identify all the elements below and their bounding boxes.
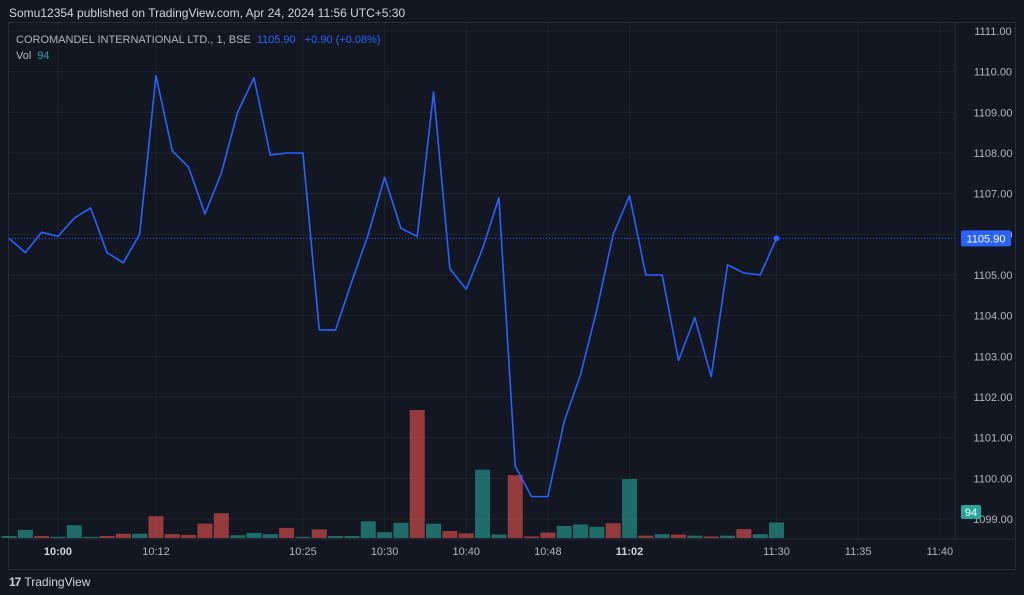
time-tick-label: 10:25 xyxy=(289,546,317,558)
volume-bar xyxy=(344,536,360,538)
volume-bar xyxy=(279,527,295,538)
volume-bar xyxy=(83,536,99,538)
price-tick-label: 1103.00 xyxy=(974,351,1013,363)
time-tick-label: 11:02 xyxy=(616,546,644,558)
volume-bar xyxy=(377,532,393,538)
volume-bar xyxy=(638,535,654,538)
volume-bars xyxy=(1,410,785,538)
volume-bar xyxy=(181,534,197,538)
volume-bar xyxy=(736,529,752,538)
volume-bar xyxy=(573,524,589,538)
time-tick-label: 10:30 xyxy=(371,546,399,558)
volume-bar xyxy=(507,475,523,538)
volume-bar xyxy=(491,534,507,538)
price-change: +0.90 (+0.08%) xyxy=(304,34,381,46)
volume-bar xyxy=(164,534,180,538)
volume-bar xyxy=(393,522,409,538)
price-tick-label: 1111.00 xyxy=(974,26,1011,38)
volume-bar xyxy=(115,533,131,538)
volume-label: Vol xyxy=(16,50,32,62)
time-tick-label: 11:35 xyxy=(845,546,872,558)
volume-bar xyxy=(752,534,768,538)
price-tick-label: 1110.00 xyxy=(974,67,1012,79)
volume-bar xyxy=(197,523,213,538)
price-tick-label: 1101.00 xyxy=(974,433,1013,445)
volume-bar xyxy=(409,410,425,538)
volume-bar xyxy=(1,536,17,538)
volume-bar xyxy=(605,523,621,538)
time-tick-label: 11:30 xyxy=(763,546,790,558)
price-tick-label: 1099.00 xyxy=(973,514,1013,526)
last-price: 1105.90 xyxy=(256,34,296,46)
volume-bar xyxy=(66,525,82,538)
time-tick-label: 11:40 xyxy=(926,546,953,558)
price-tick-label: 1100.00 xyxy=(974,473,1013,485)
price-tick-label: 1108.00 xyxy=(974,148,1013,160)
volume-bar xyxy=(328,536,344,538)
price-tick-label: 1102.00 xyxy=(974,392,1013,404)
volume-bar xyxy=(769,522,785,538)
last-price-badge-text: 1105.90 xyxy=(967,233,1006,245)
chart-legend: COROMANDEL INTERNATIONAL LTD., 1, BSE 110… xyxy=(16,32,381,64)
volume-bar xyxy=(311,529,327,538)
publisher-header: Somu12354 published on TradingView.com, … xyxy=(9,6,406,20)
chart-frame xyxy=(8,22,1016,570)
tradingview-logo-icon: 17 xyxy=(9,575,21,589)
volume-bar xyxy=(458,533,474,538)
price-axis: 1111.001110.001109.001108.001107.001106.… xyxy=(954,23,1013,539)
volume-bar xyxy=(671,534,687,538)
volume-bar xyxy=(360,521,376,538)
volume-bar xyxy=(295,536,311,538)
volume-bar xyxy=(687,535,703,538)
time-tick-label: 10:40 xyxy=(452,546,480,558)
volume-bar xyxy=(556,525,572,538)
volume-bar xyxy=(132,533,148,538)
last-price-badge xyxy=(961,230,1011,247)
brand-name: TradingView xyxy=(24,575,91,589)
time-tick-label: 10:00 xyxy=(44,546,72,558)
volume-bar xyxy=(622,479,638,538)
volume-bar xyxy=(17,529,33,538)
volume-bar xyxy=(426,523,442,538)
volume-badge xyxy=(961,505,981,519)
volume-bar xyxy=(50,536,66,538)
volume-bar xyxy=(720,535,736,538)
volume-bar xyxy=(703,536,719,538)
grid xyxy=(9,23,955,539)
time-tick-label: 10:48 xyxy=(534,546,562,558)
price-tick-label: 1109.00 xyxy=(974,107,1013,119)
volume-bar xyxy=(540,532,556,538)
last-price-point xyxy=(773,235,780,242)
volume-bar xyxy=(654,534,670,538)
volume-value: 94 xyxy=(37,50,50,62)
volume-bar xyxy=(262,534,278,538)
volume-bar xyxy=(589,526,605,538)
volume-bar xyxy=(230,535,246,538)
volume-bar xyxy=(442,531,458,538)
volume-bar xyxy=(213,513,229,538)
price-line xyxy=(8,74,780,498)
footer-brand[interactable]: 17 TradingView xyxy=(9,575,90,589)
volume-badge-text: 94 xyxy=(965,507,977,519)
volume-bar xyxy=(99,536,115,538)
time-axis: 10:00 10:12 10:25 10:30 10:40 10:48 11:02 11:30… xyxy=(9,538,1015,558)
volume-bar xyxy=(34,536,50,538)
volume-bar xyxy=(246,532,262,538)
time-tick-label: 10:12 xyxy=(142,546,170,558)
volume-bar xyxy=(524,536,540,538)
price-tick-label: 1107.00 xyxy=(974,189,1013,201)
symbol-title: COROMANDEL INTERNATIONAL LTD., 1, BSE xyxy=(16,34,251,46)
price-series-line xyxy=(8,74,778,498)
price-tick-label: 1105.00 xyxy=(974,270,1013,282)
price-tick-label: 1104.00 xyxy=(974,311,1013,323)
volume-bar xyxy=(148,516,164,538)
volume-bar xyxy=(475,469,491,538)
